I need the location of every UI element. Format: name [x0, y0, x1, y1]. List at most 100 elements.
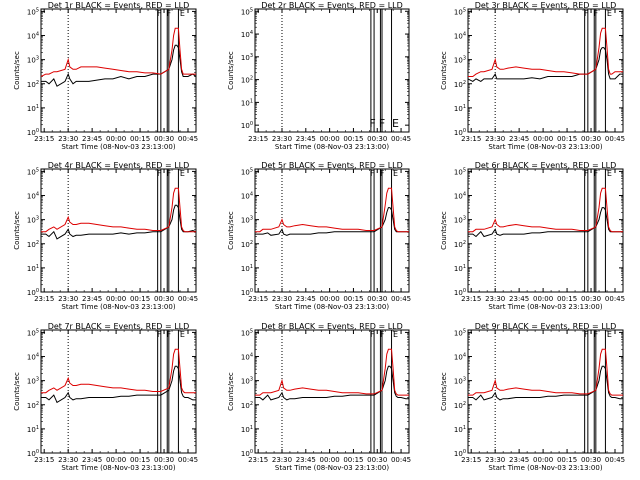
x-tick-label: 23:15 — [248, 456, 268, 464]
plot-frame — [40, 168, 197, 293]
y-tick-label: 103 — [241, 216, 253, 225]
y-tick-label: 100 — [241, 288, 253, 297]
x-tick-label: 00:45 — [391, 456, 411, 464]
x-tick-label: 23:45 — [509, 295, 529, 303]
series-line-lld — [468, 27, 623, 77]
x-tick-label: 00:00 — [106, 295, 126, 303]
y-tick-label: 105 — [454, 167, 466, 176]
x-tick-label: 00:00 — [106, 135, 126, 143]
y-axis-label: Counts/sec — [227, 372, 235, 411]
event-flag: F — [594, 330, 599, 339]
y-tick-label: 101 — [27, 425, 39, 434]
x-tick-label: 00:00 — [533, 456, 553, 464]
plot-frame — [254, 329, 410, 454]
plot-frame — [467, 8, 624, 133]
y-tick-label: 101 — [27, 104, 39, 113]
y-tick-label: 105 — [27, 7, 39, 16]
x-tick-label: 23:45 — [82, 456, 102, 464]
x-tick-label: 00:15 — [343, 295, 363, 303]
x-tick-label: 00:15 — [130, 135, 150, 143]
x-tick-label: 00:45 — [391, 295, 411, 303]
y-tick-label: 102 — [27, 240, 39, 249]
x-tick-label: 00:30 — [581, 135, 601, 143]
y-tick-label: 102 — [241, 401, 253, 410]
y-tick-label: 103 — [241, 53, 253, 62]
event-flag: F — [370, 330, 375, 339]
x-tick-label: 23:30 — [58, 456, 78, 464]
event-flag: F — [370, 169, 375, 178]
event-flag: E — [393, 169, 398, 178]
y-tick-label: 104 — [241, 30, 253, 39]
event-flag: F — [167, 9, 172, 18]
event-flag: F — [167, 169, 172, 178]
x-tick-label: 23:45 — [82, 295, 102, 303]
series-line-events — [41, 204, 197, 240]
event-flag: E — [180, 169, 185, 178]
detector-panel-3: Det 3r BLACK = Events, RED = LLD 100 101 10… — [440, 1, 625, 151]
event-flag: F — [380, 330, 385, 339]
x-tick-label: 23:45 — [296, 135, 316, 143]
x-tick-label: 00:15 — [557, 295, 577, 303]
y-tick-label: 105 — [241, 167, 253, 176]
detector-panel-1: Det 1r BLACK = Events, RED = LLD 100 101 10… — [13, 1, 198, 151]
series-line-lld — [255, 187, 409, 233]
y-tick-label: 100 — [27, 128, 39, 137]
y-tick-label: 100 — [27, 449, 39, 458]
y-tick-label: 101 — [241, 264, 253, 273]
y-tick-label: 103 — [454, 56, 466, 65]
x-tick-label: 00:45 — [178, 295, 198, 303]
y-tick-label: 102 — [241, 76, 253, 85]
x-axis-label: Start Time (08-Nov-03 23:13:00) — [488, 143, 602, 151]
series-line-events — [255, 207, 409, 236]
y-tick-label: 103 — [27, 56, 39, 65]
y-tick-label: 100 — [241, 121, 253, 130]
event-flag: F — [584, 330, 589, 339]
event-flag: F — [594, 9, 599, 18]
panel-title: Det 1r BLACK = Events, RED = LLD — [48, 1, 190, 10]
series-line-lld — [41, 348, 196, 394]
y-tick-label: 104 — [27, 192, 39, 201]
panel-title: Det 8r BLACK = Events, RED = LLD — [261, 322, 403, 331]
series-line-lld — [255, 348, 409, 396]
event-flag: F — [157, 330, 162, 339]
y-tick-label: 102 — [241, 240, 253, 249]
x-tick-label: 23:15 — [461, 135, 481, 143]
x-tick-label: 00:00 — [106, 456, 126, 464]
y-tick-label: 103 — [454, 216, 466, 225]
x-tick-label: 00:00 — [533, 135, 553, 143]
x-tick-label: 00:30 — [367, 135, 387, 143]
x-tick-label: 00:00 — [320, 456, 340, 464]
x-tick-label: 00:45 — [178, 135, 198, 143]
event-flag: F — [594, 169, 599, 178]
event-flag: E — [607, 169, 612, 178]
x-axis-label: Start Time (08-Nov-03 23:13:00) — [275, 143, 389, 151]
y-axis-label: Counts/sec — [440, 211, 448, 250]
y-tick-label: 100 — [454, 128, 466, 137]
y-tick-label: 104 — [241, 353, 253, 362]
series-line-events — [255, 365, 409, 401]
event-flag: E — [180, 330, 185, 339]
y-tick-label: 104 — [241, 192, 253, 201]
panel-title: Det 3r BLACK = Events, RED = LLD — [475, 1, 617, 10]
event-flag: E — [607, 9, 612, 18]
x-axis-label: Start Time (08-Nov-03 23:13:00) — [61, 464, 175, 472]
y-tick-label: 104 — [454, 353, 466, 362]
y-tick-label: 105 — [27, 167, 39, 176]
event-flag: F — [167, 330, 172, 339]
y-tick-label: 104 — [454, 192, 466, 201]
x-tick-label: 23:45 — [509, 135, 529, 143]
x-tick-label: 00:45 — [605, 456, 625, 464]
x-tick-label: 00:45 — [178, 456, 198, 464]
detector-panel-7: Det 7r BLACK = Events, RED = LLD 100 101 10… — [13, 322, 198, 472]
panel-title: Det 6r BLACK = Events, RED = LLD — [475, 161, 617, 170]
event-flag: E — [393, 330, 398, 339]
series-line-lld — [468, 348, 623, 396]
x-axis-label: Start Time (08-Nov-03 23:13:00) — [61, 143, 175, 151]
y-tick-label: 102 — [454, 80, 466, 89]
x-tick-label: 23:15 — [461, 456, 481, 464]
series-line-lld — [40, 27, 196, 77]
y-tick-label: 104 — [27, 353, 39, 362]
event-flag: E — [392, 117, 399, 130]
panel-title: Det 9r BLACK = Events, RED = LLD — [475, 322, 617, 331]
